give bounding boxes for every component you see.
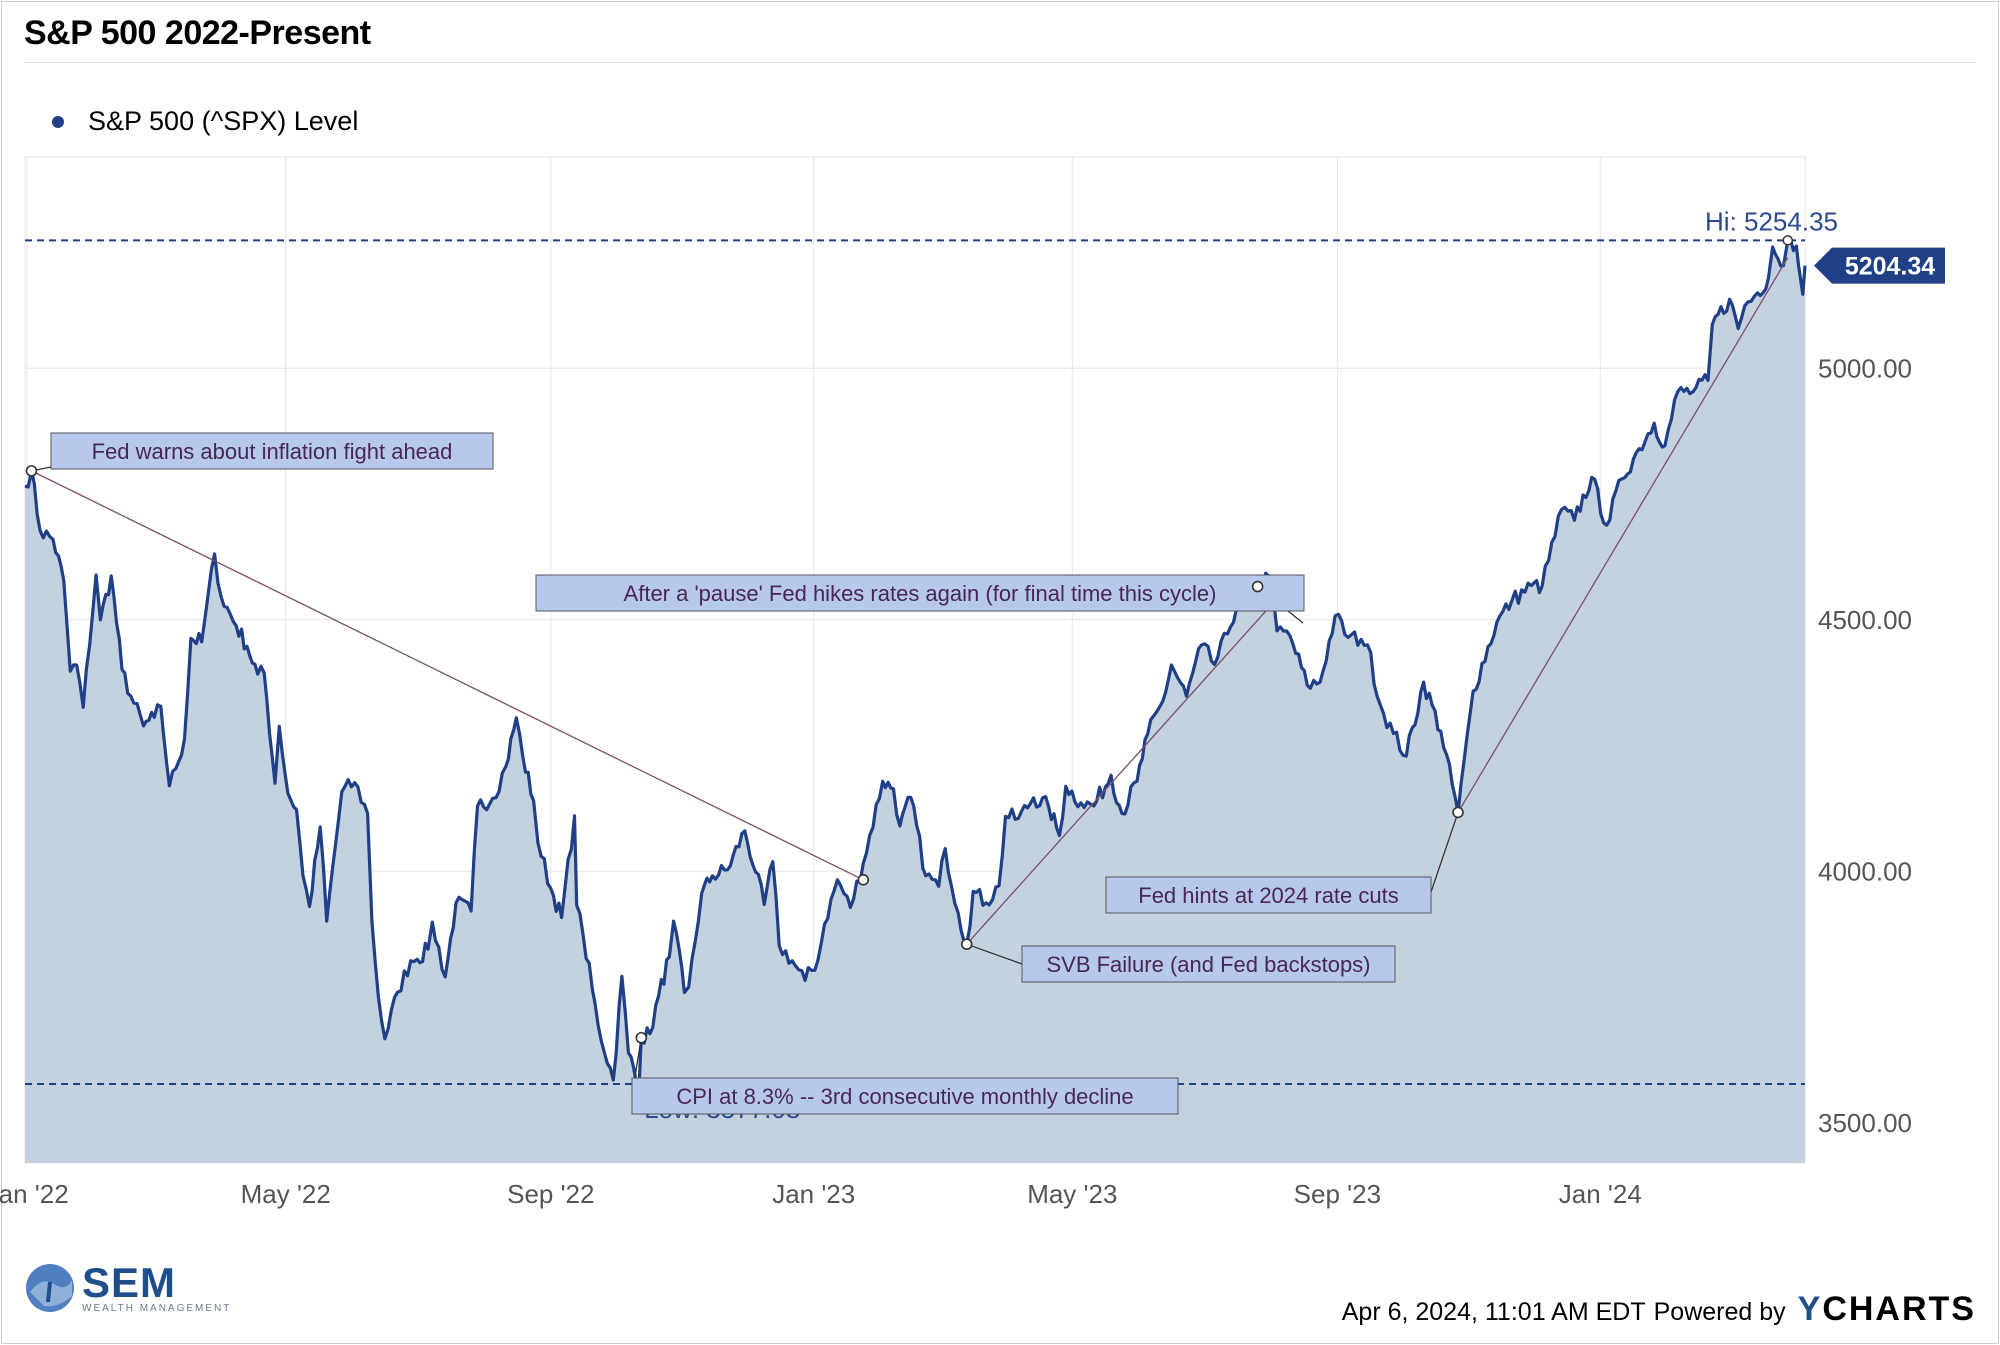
sem-logo: SEM WEALTH MANAGEMENT [24,1258,232,1314]
annotation-label: After a 'pause' Fed hikes rates again (f… [624,581,1217,606]
high-marker [1782,235,1794,246]
x-tick-label: May '23 [1027,1179,1117,1209]
annotation-label: CPI at 8.3% -- 3rd consecutive monthly d… [676,1084,1133,1109]
annotation-box [1021,945,1396,983]
x-tick-label: Jan '24 [1559,1179,1642,1209]
annotation-label: Fed warns about inflation fight ahead [92,439,453,464]
trend-connector-line [966,586,1289,945]
trend-connector-line [1457,257,1789,813]
y-tick-label: 4500.00 [1818,605,1912,635]
price-area [25,239,1805,1163]
annotation: Fed hints at 2024 rate cuts [1105,806,1464,914]
timestamp: Apr 6, 2024, 11:01 AM EDT [1341,1298,1646,1326]
title-divider [24,62,1976,63]
logo-tagline: WEALTH MANAGEMENT [82,1302,232,1314]
legend-series-label: S&P 500 (^SPX) Level [88,106,359,136]
ycharts-logo[interactable]: YCHARTS [1797,1290,1976,1328]
globe-icon [26,1264,74,1312]
y-tick-label: 5000.00 [1818,353,1912,383]
x-tick-label: Jan '22 [0,1179,69,1209]
annotation: SVB Failure (and Fed backstops) [960,938,1396,983]
y-tick-label: 4000.00 [1818,856,1912,886]
axes: 3500.00 4000.00 4500.00 5000.00 Jan '22 May '… [0,247,1945,1209]
legend-series-marker [52,115,64,128]
badge-shape [1814,247,1945,284]
annotation-marker [1251,580,1264,593]
last-value-label: 5204.34 [1845,253,1935,281]
annotation-marker [857,874,870,886]
annotations: Fed warns about inflation fight ahead Aft… [25,257,1789,1115]
x-tick-label: Sep '23 [1294,1179,1381,1209]
annotation-label: Fed hints at 2024 rate cuts [1138,883,1399,908]
powered-by-text: Powered by [1653,1298,1786,1326]
annotation-marker [1452,806,1464,819]
high-label: Hi: 5254.35 [1705,206,1838,236]
price-line[interactable] [24,238,1807,1086]
legend[interactable]: S&P 500 (^SPX) Level [52,106,358,137]
annotation: CPI at 8.3% -- 3rd consecutive monthly d… [631,1031,1179,1115]
x-tick-label: Jan '23 [772,1179,855,1209]
x-tick-label: May '22 [241,1179,331,1209]
annotation-marker [25,465,38,477]
trend-connector-line [31,470,864,881]
annotation-box [535,574,1305,612]
annotation-label: SVB Failure (and Fed backstops) [1046,952,1370,977]
footer: Apr 6, 2024, 11:01 AM EDT Powered by YCH… [1342,1290,1976,1329]
annotation-box [631,1077,1179,1115]
annotation-connector [966,943,1023,965]
annotation-marker [960,938,973,950]
chart-title: S&P 500 2022-Present [24,14,371,52]
annotation-box [1105,876,1432,914]
annotation: Fed warns about inflation fight ahead [25,432,494,477]
annotation-box [50,432,494,470]
last-value-badge: 5204.34 [1814,247,1945,284]
y-tick-label: 3500.00 [1818,1108,1912,1138]
annotation-connector [1429,812,1459,896]
annotation: After a 'pause' Fed hikes rates again (f… [535,574,1305,624]
annotation-marker [635,1031,648,1044]
x-tick-label: Sep '22 [507,1179,594,1209]
logo-name: SEM [82,1258,177,1306]
